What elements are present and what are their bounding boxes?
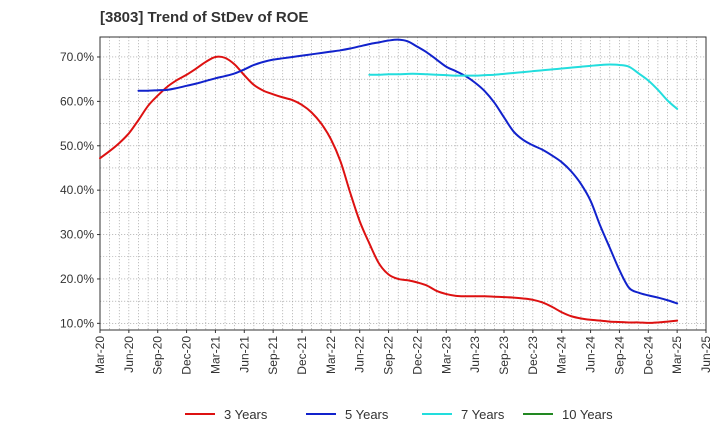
grid-lines [100, 37, 706, 330]
x-tick-label: Dec-21 [295, 336, 309, 375]
legend: 3 Years 5 Years 7 Years 10 Years [185, 407, 613, 422]
x-tick-label: Sep-20 [151, 336, 165, 375]
x-tick-label: Jun-23 [468, 336, 482, 373]
y-tick-label: 60.0% [60, 94, 94, 108]
series-line-5-years [137, 38, 679, 305]
legend-label: 3 Years [224, 407, 268, 422]
x-tick-label: Dec-23 [526, 336, 540, 375]
series-lines [99, 38, 679, 324]
x-tick-label: Mar-25 [670, 336, 684, 374]
y-tick-label: 30.0% [60, 228, 94, 242]
x-tick-label: Sep-21 [266, 336, 280, 375]
x-tick-label: Jun-22 [353, 336, 367, 373]
x-tick-label: Jun-20 [122, 336, 136, 373]
series-line-3-years [99, 55, 679, 324]
x-tick-label: Dec-24 [641, 336, 655, 375]
y-tick-label: 70.0% [60, 50, 94, 64]
x-tick-label: Mar-21 [208, 336, 222, 374]
x-tick-label: Mar-23 [439, 336, 453, 374]
plot-frame [99, 36, 707, 331]
y-tick-label: 40.0% [60, 183, 94, 197]
x-tick-label: Mar-20 [93, 336, 107, 374]
x-tick-label: Mar-24 [555, 336, 569, 374]
series-line-7-years [368, 63, 679, 110]
x-tick-label: Sep-23 [497, 336, 511, 375]
x-tick-label: Jun-24 [584, 336, 598, 373]
x-tick-label: Sep-22 [382, 336, 396, 375]
x-tick-label: Dec-20 [180, 336, 194, 375]
chart-title: [3803] Trend of StDev of ROE [100, 9, 309, 26]
y-tick-label: 50.0% [60, 139, 94, 153]
x-axis: Mar-20 Jun-20 Sep-20 Dec-20 Mar-21 Jun-21 Sep-… [93, 330, 713, 375]
y-tick-label: 20.0% [60, 272, 94, 286]
x-tick-label: Sep-24 [612, 336, 626, 375]
y-axis: 10.0% 20.0% 30.0% 40.0% 50.0% 60.0% 70.0% [60, 50, 100, 330]
y-tick-label: 10.0% [60, 316, 94, 330]
x-tick-label: Dec-22 [410, 336, 424, 375]
legend-label: 5 Years [345, 407, 389, 422]
x-tick-label: Mar-22 [324, 336, 338, 374]
legend-label: 10 Years [562, 407, 613, 422]
x-tick-label: Jun-21 [237, 336, 251, 373]
legend-label: 7 Years [461, 407, 505, 422]
x-tick-label: Jun-25 [699, 336, 713, 373]
